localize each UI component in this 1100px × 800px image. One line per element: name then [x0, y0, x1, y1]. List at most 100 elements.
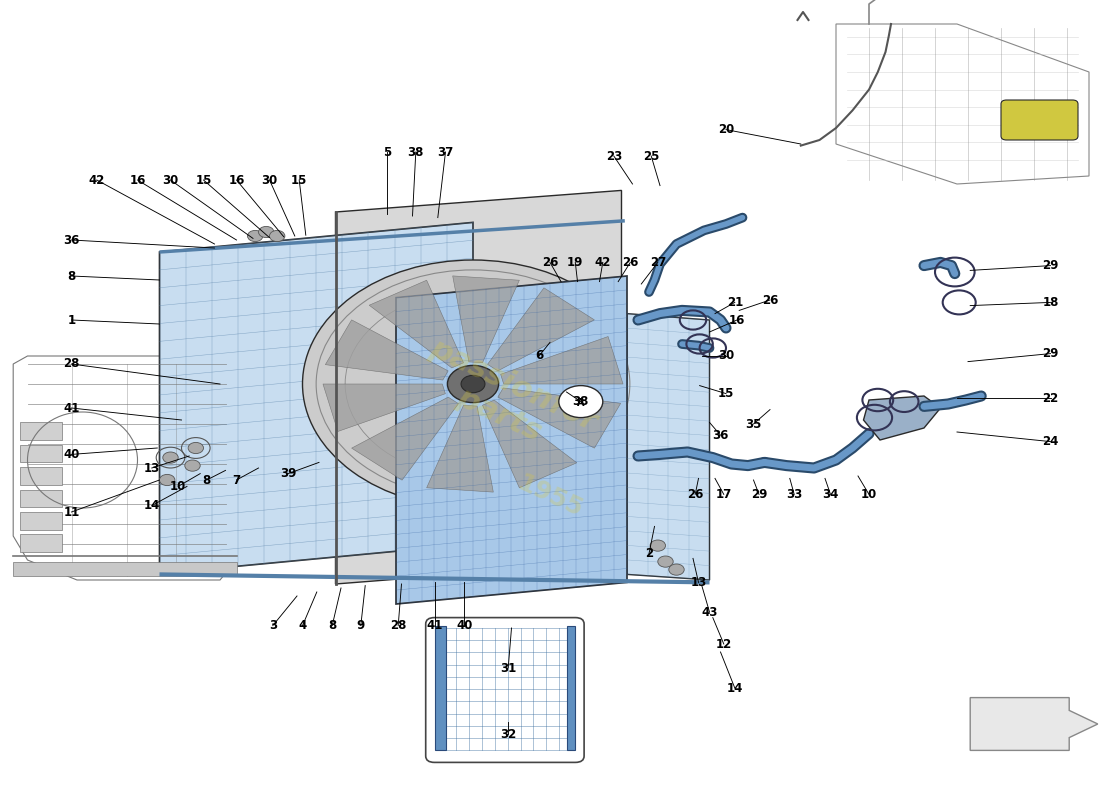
Polygon shape [370, 280, 463, 368]
Text: 22: 22 [1043, 392, 1058, 405]
Text: 14: 14 [727, 682, 742, 694]
Polygon shape [864, 396, 940, 440]
Polygon shape [336, 190, 622, 584]
Text: 3: 3 [268, 619, 277, 632]
Text: 4: 4 [298, 619, 307, 632]
Bar [20, 422, 62, 440]
Polygon shape [427, 406, 493, 492]
Circle shape [448, 366, 498, 402]
Text: 13: 13 [144, 462, 159, 474]
Bar [20, 534, 62, 552]
Text: 34: 34 [823, 488, 838, 501]
Text: 6: 6 [535, 350, 543, 362]
Circle shape [258, 226, 274, 238]
Text: 26: 26 [762, 294, 778, 306]
Circle shape [302, 260, 644, 508]
Text: 21: 21 [727, 296, 742, 309]
Text: 38: 38 [408, 146, 424, 158]
Text: 24: 24 [1043, 435, 1058, 448]
Text: 9: 9 [356, 619, 365, 632]
Text: 16: 16 [229, 174, 244, 186]
Text: 28: 28 [64, 358, 79, 370]
Polygon shape [483, 400, 576, 488]
Circle shape [188, 442, 204, 454]
Text: 19: 19 [568, 256, 583, 269]
Text: 20: 20 [718, 123, 734, 136]
Text: 15: 15 [718, 387, 734, 400]
Text: 16: 16 [729, 314, 745, 326]
Bar [20, 490, 62, 507]
Circle shape [160, 474, 175, 486]
Polygon shape [627, 314, 710, 580]
Circle shape [185, 460, 200, 471]
Text: 1: 1 [67, 314, 76, 326]
Polygon shape [836, 24, 1089, 184]
Polygon shape [396, 276, 627, 604]
Bar [20, 445, 62, 462]
Circle shape [461, 375, 485, 393]
Text: 39: 39 [280, 467, 296, 480]
Text: 8: 8 [202, 474, 211, 486]
Circle shape [163, 452, 178, 463]
Polygon shape [500, 337, 623, 384]
Polygon shape [970, 698, 1098, 750]
Text: 17: 17 [716, 488, 732, 501]
Text: 33: 33 [786, 488, 802, 501]
Text: 42: 42 [595, 256, 610, 269]
Text: 16: 16 [130, 174, 145, 186]
Text: 40: 40 [64, 448, 79, 461]
Text: 27: 27 [650, 256, 666, 269]
Text: 14: 14 [144, 499, 159, 512]
Polygon shape [352, 397, 459, 480]
Bar [434, 626, 446, 750]
Circle shape [650, 540, 666, 551]
Text: 37: 37 [438, 146, 453, 158]
FancyBboxPatch shape [1001, 100, 1078, 140]
Text: 36: 36 [64, 234, 79, 246]
Circle shape [559, 386, 603, 418]
Polygon shape [326, 320, 448, 380]
Text: 43: 43 [702, 606, 717, 618]
Text: 31: 31 [500, 662, 516, 674]
FancyBboxPatch shape [426, 618, 584, 762]
Text: 2: 2 [645, 547, 653, 560]
Text: 26: 26 [542, 256, 558, 269]
Bar [20, 467, 62, 485]
Polygon shape [487, 288, 594, 371]
Text: 15: 15 [292, 174, 307, 186]
Text: 29: 29 [1043, 347, 1058, 360]
Text: 42: 42 [89, 174, 104, 186]
Text: 7: 7 [232, 474, 241, 486]
Text: 30: 30 [163, 174, 178, 186]
Text: 8: 8 [67, 270, 76, 282]
Polygon shape [13, 356, 236, 580]
Circle shape [248, 230, 263, 242]
Text: 28: 28 [390, 619, 406, 632]
Text: 41: 41 [427, 619, 442, 632]
Circle shape [270, 230, 285, 242]
Text: 8: 8 [328, 619, 337, 632]
Text: 40: 40 [456, 619, 472, 632]
Text: 29: 29 [751, 488, 767, 501]
Text: 29: 29 [1043, 259, 1058, 272]
Text: 30: 30 [718, 350, 734, 362]
Text: 38: 38 [573, 395, 588, 408]
Text: 26: 26 [623, 256, 638, 269]
Bar [20, 512, 62, 530]
Text: 1955: 1955 [514, 470, 586, 522]
Bar [13, 562, 236, 576]
Text: 35: 35 [746, 418, 761, 430]
Circle shape [669, 564, 684, 575]
Text: 12: 12 [716, 638, 732, 650]
Circle shape [658, 556, 673, 567]
Text: 41: 41 [64, 402, 79, 414]
Text: 5: 5 [383, 146, 392, 158]
Text: A: A [578, 398, 584, 408]
Text: 13: 13 [691, 576, 706, 589]
Text: 15: 15 [196, 174, 211, 186]
Text: 32: 32 [500, 728, 516, 741]
Text: 10: 10 [861, 488, 877, 501]
Text: 10: 10 [170, 480, 186, 493]
Polygon shape [160, 222, 473, 574]
Text: 11: 11 [64, 506, 79, 518]
